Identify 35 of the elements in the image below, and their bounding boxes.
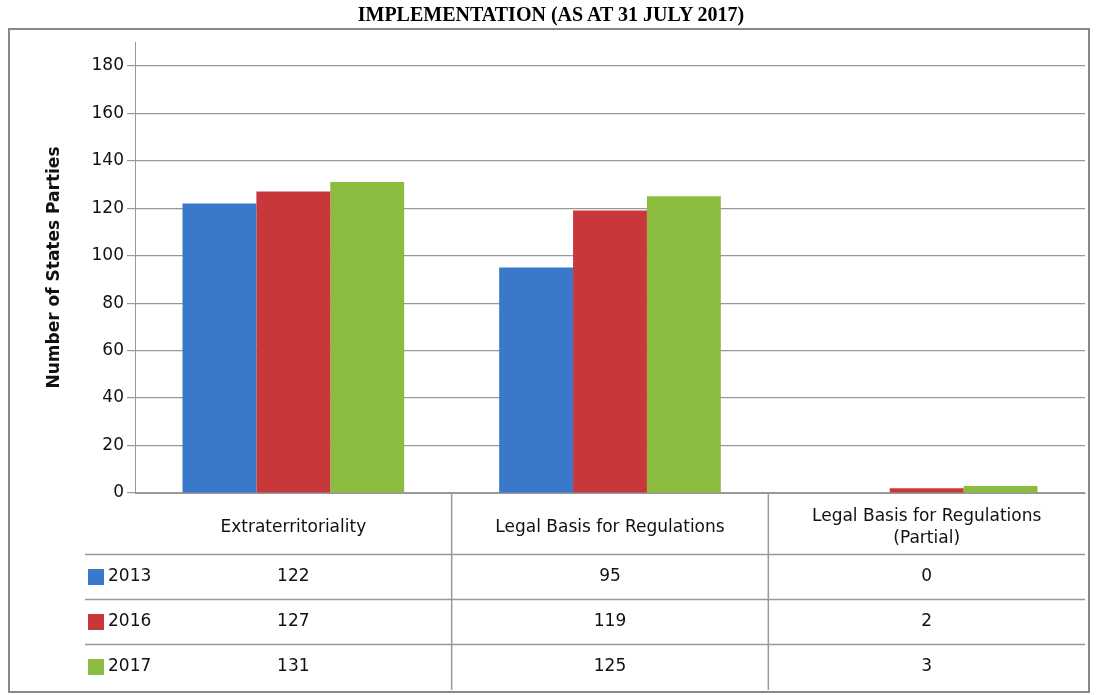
y-tick-label: 180 — [91, 54, 124, 75]
y-tick-label: 40 — [102, 386, 124, 407]
data-label: 119 — [593, 610, 627, 631]
data-label: 3 — [921, 655, 933, 676]
bar — [963, 485, 1038, 493]
bar — [889, 488, 964, 493]
data-label: 95 — [599, 565, 621, 586]
y-tick-label: 120 — [91, 196, 124, 217]
bar — [330, 182, 405, 493]
legend-label: 2016 — [108, 610, 152, 631]
y-tick-label: 160 — [91, 101, 124, 122]
data-label: 125 — [593, 655, 627, 676]
data-label: 0 — [921, 565, 933, 586]
data-label: 122 — [277, 565, 310, 586]
legend-label: 2017 — [108, 655, 152, 676]
y-tick-label: 80 — [102, 291, 124, 312]
legend-label: 2013 — [108, 565, 152, 586]
bar — [573, 210, 647, 493]
x-tick-label: Legal Basis for Regulations — [495, 516, 725, 537]
bar — [646, 196, 721, 493]
data-label: 2 — [921, 610, 933, 631]
x-tick-label: Legal Basis for Regulations (Partial) — [812, 505, 1042, 548]
bar — [499, 267, 574, 493]
x-tick-label: Extraterritoriality — [220, 516, 367, 537]
y-axis-title: Number of States Parties — [42, 146, 63, 389]
y-tick-label: 100 — [91, 244, 124, 265]
bar — [256, 191, 331, 493]
y-tick-label: 20 — [102, 433, 124, 454]
y-tick-label: 140 — [91, 149, 124, 170]
chart-title: IMPLEMENTATION (AS AT 31 JULY 2017) — [356, 2, 746, 28]
data-label: 127 — [277, 610, 310, 631]
data-label: 131 — [277, 655, 310, 676]
bar — [182, 203, 257, 493]
y-tick-label: 60 — [102, 339, 124, 359]
y-tick-label: 0 — [113, 481, 124, 502]
